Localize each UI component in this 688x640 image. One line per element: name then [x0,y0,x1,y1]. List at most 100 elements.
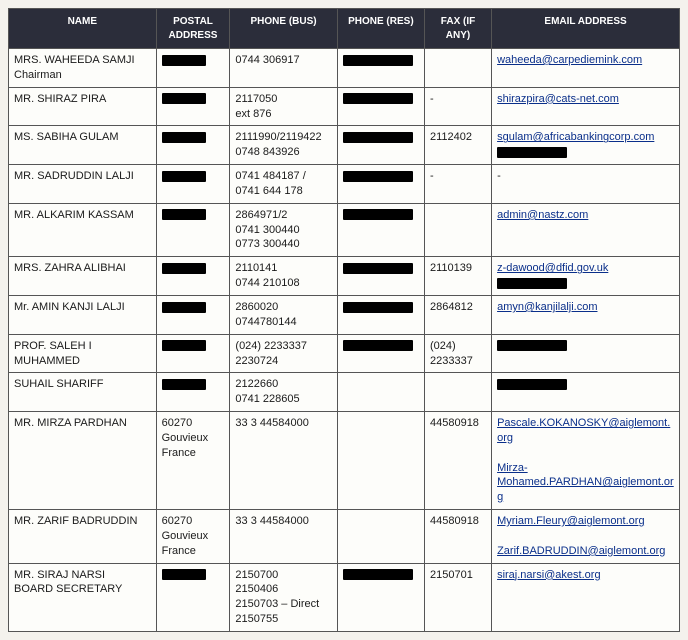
redacted-block [497,379,567,390]
cell-phone-bus: 2117050ext 876 [230,87,337,126]
phone-line: 0773 300440 [235,237,331,252]
cell-phone-res [337,49,424,88]
name-line: Chairman [14,68,151,83]
name-line: PROF. SALEH I MUHAMMED [14,339,151,369]
name-line: MR. ALKARIM KASSAM [14,208,151,223]
cell-postal [156,257,230,296]
cell-email: admin@nastz.com [492,203,680,257]
cell-fax: 44580918 [424,412,491,510]
email-link[interactable]: admin@nastz.com [497,209,588,221]
cell-phone-res [337,295,424,334]
cell-phone-res [337,126,424,165]
table-row: SUHAIL SHARIFF21226600741 228605 [9,373,680,412]
cell-name: MR. SIRAJ NARSIBOARD SECRETARY [9,563,157,631]
cell-phone-bus: 21101410744 210108 [230,257,337,296]
cell-phone-bus: 0741 484187 /0741 644 178 [230,165,337,204]
email-link[interactable]: z-dawood@dfid.gov.uk [497,262,608,274]
cell-phone-res [337,87,424,126]
phone-line: 0741 300440 [235,223,331,238]
email-link[interactable]: amyn@kanjilalji.com [497,301,597,313]
redacted-block [162,379,206,390]
cell-name: PROF. SALEH I MUHAMMED [9,334,157,373]
cell-fax [424,373,491,412]
table-row: MRS. WAHEEDA SAMJIChairman0744 306917wah… [9,49,680,88]
phone-line: 2150703 – Direct [235,597,331,612]
phone-line: 0744 306917 [235,53,331,68]
redacted-block [343,132,413,143]
phone-line: 2150755 [235,612,331,627]
email-link[interactable]: shirazpira@cats-net.com [497,93,619,105]
cell-phone-res [337,165,424,204]
redacted-block [497,147,567,158]
name-line: MR. SIRAJ NARSI [14,568,151,583]
cell-phone-res [337,412,424,510]
email-link[interactable]: siraj.narsi@akest.org [497,569,600,581]
cell-email: waheeda@carpediemink.com [492,49,680,88]
fax-line: (024) [430,339,486,354]
redacted-block [343,55,413,66]
contacts-table: NAME POSTAL ADDRESS PHONE (BUS) PHONE (R… [8,8,680,632]
email-link[interactable]: Zarif.BADRUDDIN@aiglemont.org [497,545,665,557]
name-line: MS. SABIHA GULAM [14,130,151,145]
email-link[interactable]: waheeda@carpediemink.com [497,54,642,66]
cell-postal [156,373,230,412]
cell-postal [156,334,230,373]
cell-email: siraj.narsi@akest.org [492,563,680,631]
fax-line: - [430,169,486,184]
cell-phone-res [337,510,424,564]
cell-postal: 60270GouvieuxFrance [156,510,230,564]
cell-postal [156,203,230,257]
redacted-block [162,302,206,313]
table-row: MR. ZARIF BADRUDDIN60270GouvieuxFrance33… [9,510,680,564]
postal-line: Gouvieux [162,431,225,446]
cell-name: MRS. ZAHRA ALIBHAI [9,257,157,296]
cell-postal: 60270GouvieuxFrance [156,412,230,510]
cell-fax [424,49,491,88]
cell-phone-res [337,563,424,631]
table-row: MR. SADRUDDIN LALJI0741 484187 /0741 644… [9,165,680,204]
phone-line: 0744780144 [235,315,331,330]
col-postal: POSTAL ADDRESS [156,9,230,49]
redacted-block [343,209,413,220]
redacted-block [343,93,413,104]
email-line: - [497,169,674,184]
cell-postal [156,295,230,334]
cell-phone-res [337,373,424,412]
cell-email: z-dawood@dfid.gov.uk [492,257,680,296]
cell-phone-bus: (024) 22333372230724 [230,334,337,373]
cell-fax: 2864812 [424,295,491,334]
fax-line: 2110139 [430,261,486,276]
redacted-block [162,171,206,182]
name-line: Mr. AMIN KANJI LALJI [14,300,151,315]
postal-line: 60270 [162,514,225,529]
email-link[interactable]: Myriam.Fleury@aiglemont.org [497,515,645,527]
phone-line: 0741 484187 / [235,169,331,184]
phone-line: 2122660 [235,377,331,392]
col-fax: FAX (IF ANY) [424,9,491,49]
postal-line: France [162,446,225,461]
name-line: MR. SHIRAZ PIRA [14,92,151,107]
fax-line: 2864812 [430,300,486,315]
phone-line: 33 3 44584000 [235,514,331,529]
redacted-block [343,171,413,182]
cell-fax: 2112402 [424,126,491,165]
redacted-block [162,340,206,351]
col-phone-bus: PHONE (BUS) [230,9,337,49]
cell-name: MR. SHIRAZ PIRA [9,87,157,126]
cell-email [492,373,680,412]
phone-line: 2860020 [235,300,331,315]
cell-fax: - [424,165,491,204]
email-link[interactable]: Mirza-Mohamed.PARDHAN@aiglemont.org [497,462,674,504]
redacted-block [162,569,206,580]
email-link[interactable]: Pascale.KOKANOSKY@aiglemont.org [497,417,670,444]
table-row: Mr. AMIN KANJI LALJI 28600200744780144 286… [9,295,680,334]
email-link[interactable]: sgulam@africabankingcorp.com [497,131,654,143]
name-line: BOARD SECRETARY [14,582,151,597]
cell-fax: 44580918 [424,510,491,564]
name-line: SUHAIL SHARIFF [14,377,151,392]
col-name: NAME [9,9,157,49]
postal-line: Gouvieux [162,529,225,544]
redacted-block [343,569,413,580]
table-row: MS. SABIHA GULAM2111990/21194220748 8439… [9,126,680,165]
phone-line: 2150700 [235,568,331,583]
